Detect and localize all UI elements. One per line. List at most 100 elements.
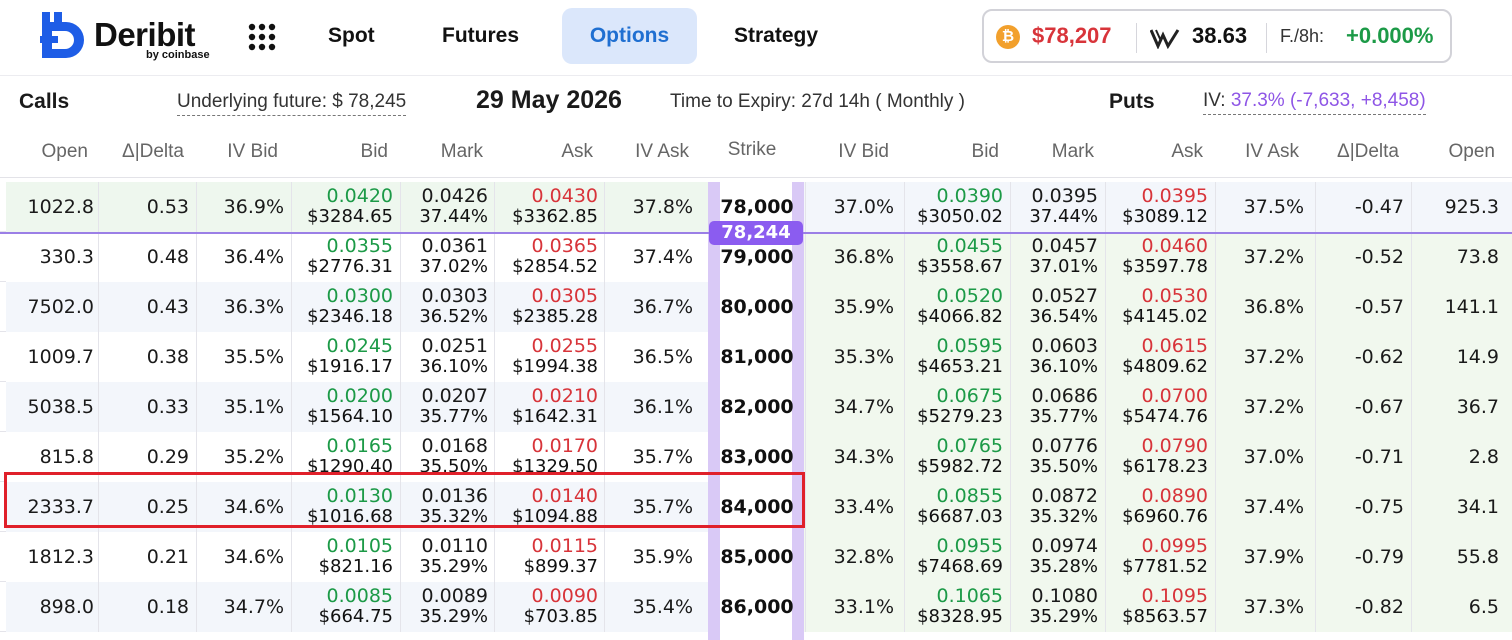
call-bid-cell[interactable]: 0.0105 $821.16 — [293, 532, 393, 582]
call-ask-cell[interactable]: 0.0170 $1329.50 — [498, 432, 598, 482]
put-bid-cell[interactable]: 0.0765 $5982.72 — [903, 432, 1003, 482]
call-bid-cell[interactable]: 0.0355 $2776.31 — [293, 232, 393, 282]
call-mark-iv-value: 35.29% — [419, 606, 488, 627]
call-bid-cell[interactable]: 0.0300 $2346.18 — [293, 282, 393, 332]
strike-price[interactable]: 84,000 — [720, 496, 794, 518]
strike-price[interactable]: 78,000 — [720, 196, 794, 218]
put-mark-cell[interactable]: 0.0457 37.01% — [998, 232, 1098, 282]
col-call-bid[interactable]: Bid — [360, 141, 388, 162]
col-put-bid[interactable]: Bid — [971, 141, 999, 162]
put-ask-cell[interactable]: 0.0530 $4145.02 — [1108, 282, 1208, 332]
call-mark-cell[interactable]: 0.0136 35.32% — [388, 482, 488, 532]
put-mark-cell[interactable]: 0.0872 35.32% — [998, 482, 1098, 532]
call-mark-cell[interactable]: 0.0361 37.02% — [388, 232, 488, 282]
nav-strategy[interactable]: Strategy — [734, 24, 819, 47]
table-row[interactable]: 2333.7 0.25 34.6% 0.0130 $1016.68 0.0136 35.32… — [0, 482, 1512, 532]
put-bid-cell[interactable]: 0.0520 $4066.82 — [903, 282, 1003, 332]
col-put-iv-bid[interactable]: IV Bid — [838, 141, 889, 162]
put-ask-cell[interactable]: 0.0995 $7781.52 — [1108, 532, 1208, 582]
put-mark-cell[interactable]: 0.0776 35.50% — [998, 432, 1098, 482]
put-bid-cell[interactable]: 0.0855 $6687.03 — [903, 482, 1003, 532]
col-put-delta[interactable]: Δ|Delta — [1337, 141, 1399, 162]
put-mark-cell[interactable]: 0.0395 37.44% — [998, 182, 1098, 232]
call-ask-cell[interactable]: 0.0140 $1094.88 — [498, 482, 598, 532]
put-mark-cell[interactable]: 0.0974 35.28% — [998, 532, 1098, 582]
col-put-open[interactable]: Open — [1448, 141, 1495, 162]
calls-heading: Calls — [19, 90, 70, 113]
table-row[interactable]: 815.8 0.29 35.2% 0.0165 $1290.40 0.0168 35.50%… — [0, 432, 1512, 482]
put-mark-cell[interactable]: 0.0686 35.77% — [998, 382, 1098, 432]
put-delta-cell: -0.75 — [1354, 496, 1404, 518]
call-bid-cell[interactable]: 0.0085 $664.75 — [293, 582, 393, 632]
col-call-iv-bid[interactable]: IV Bid — [227, 141, 278, 162]
nav-futures[interactable]: Futures — [442, 24, 520, 47]
col-call-delta[interactable]: Δ|Delta — [122, 141, 184, 162]
nav-spot[interactable]: Spot — [328, 24, 375, 47]
put-ask-cell[interactable]: 0.0395 $3089.12 — [1108, 182, 1208, 232]
call-ask-cell[interactable]: 0.0365 $2854.52 — [498, 232, 598, 282]
table-row[interactable]: 330.3 0.48 36.4% 0.0355 $2776.31 0.0361 37.02%… — [0, 232, 1512, 282]
table-row[interactable]: 7502.0 0.43 36.3% 0.0300 $2346.18 0.0303 36.52… — [0, 282, 1512, 332]
put-bid-cell[interactable]: 0.0390 $3050.02 — [903, 182, 1003, 232]
put-ask-cell[interactable]: 0.0890 $6960.76 — [1108, 482, 1208, 532]
put-ask-cell[interactable]: 0.1095 $8563.57 — [1108, 582, 1208, 632]
atm-iv[interactable]: IV: 37.3% (-7,633, +8,458) — [1203, 90, 1426, 115]
put-ask-cell[interactable]: 0.0460 $3597.78 — [1108, 232, 1208, 282]
col-call-ask[interactable]: Ask — [561, 141, 593, 162]
call-bid-cell[interactable]: 0.0165 $1290.40 — [293, 432, 393, 482]
deribit-logo[interactable]: Deribit by coinbase — [40, 12, 220, 64]
put-bid-cell[interactable]: 0.0595 $4653.21 — [903, 332, 1003, 382]
strike-price[interactable]: 80,000 — [720, 296, 794, 318]
put-mark-cell[interactable]: 0.0527 36.54% — [998, 282, 1098, 332]
col-call-iv-ask[interactable]: IV Ask — [635, 141, 689, 162]
put-bid-usd-value: $5982.72 — [917, 456, 1003, 477]
col-call-open[interactable]: Open — [41, 141, 88, 162]
strike-price[interactable]: 83,000 — [720, 446, 794, 468]
put-ask-cell[interactable]: 0.0615 $4809.62 — [1108, 332, 1208, 382]
col-call-mark[interactable]: Mark — [440, 141, 483, 162]
strike-price[interactable]: 79,000 — [720, 246, 794, 268]
strike-price[interactable]: 86,000 — [720, 596, 794, 618]
call-bid-cell[interactable]: 0.0420 $3284.65 — [293, 182, 393, 232]
nav-options[interactable]: Options — [562, 8, 697, 64]
table-row[interactable]: 898.0 0.18 34.7% 0.0085 $664.75 0.0089 35.29% 0… — [0, 582, 1512, 632]
underlying-future[interactable]: Underlying future: $ 78,245 — [177, 91, 407, 116]
ticker-bar[interactable]: ₿ $78,207 38.63 F./8h: +0.000% — [982, 9, 1452, 63]
table-row[interactable]: 1812.3 0.21 34.6% 0.0105 $821.16 0.0110 35.29%… — [0, 532, 1512, 582]
table-row[interactable]: 1009.7 0.38 35.5% 0.0245 $1916.17 0.0251 36.10… — [0, 332, 1512, 382]
call-ask-cell[interactable]: 0.0430 $3362.85 — [498, 182, 598, 232]
call-ask-cell[interactable]: 0.0210 $1642.31 — [498, 382, 598, 432]
call-mark-cell[interactable]: 0.0303 36.52% — [388, 282, 488, 332]
put-bid-cell[interactable]: 0.0955 $7468.69 — [903, 532, 1003, 582]
put-bid-cell[interactable]: 0.1065 $8328.95 — [903, 582, 1003, 632]
col-put-iv-ask[interactable]: IV Ask — [1245, 141, 1299, 162]
strike-price[interactable]: 85,000 — [720, 546, 794, 568]
call-ask-cell[interactable]: 0.0255 $1994.38 — [498, 332, 598, 382]
table-row[interactable]: 5038.5 0.33 35.1% 0.0200 $1564.10 0.0207 35.77… — [0, 382, 1512, 432]
col-put-mark[interactable]: Mark — [1051, 141, 1094, 162]
call-mark-cell[interactable]: 0.0251 36.10% — [388, 332, 488, 382]
put-ask-cell[interactable]: 0.0700 $5474.76 — [1108, 382, 1208, 432]
call-mark-cell[interactable]: 0.0426 37.44% — [388, 182, 488, 232]
call-bid-cell[interactable]: 0.0130 $1016.68 — [293, 482, 393, 532]
put-ask-cell[interactable]: 0.0790 $6178.23 — [1108, 432, 1208, 482]
strike-price[interactable]: 81,000 — [720, 346, 794, 368]
call-ask-cell[interactable]: 0.0090 $703.85 — [498, 582, 598, 632]
call-mark-cell[interactable]: 0.0089 35.29% — [388, 582, 488, 632]
call-mark-cell[interactable]: 0.0110 35.29% — [388, 532, 488, 582]
call-bid-cell[interactable]: 0.0245 $1916.17 — [293, 332, 393, 382]
call-mark-cell[interactable]: 0.0168 35.50% — [388, 432, 488, 482]
put-bid-cell[interactable]: 0.0675 $5279.23 — [903, 382, 1003, 432]
col-strike[interactable]: Strike — [727, 139, 777, 160]
call-ask-cell[interactable]: 0.0115 $899.37 — [498, 532, 598, 582]
call-bid-cell[interactable]: 0.0200 $1564.10 — [293, 382, 393, 432]
apps-grid-icon[interactable] — [248, 23, 276, 51]
put-bid-cell[interactable]: 0.0455 $3558.67 — [903, 232, 1003, 282]
strike-price[interactable]: 82,000 — [720, 396, 794, 418]
col-put-ask[interactable]: Ask — [1171, 141, 1203, 162]
call-open-cell: 815.8 — [39, 446, 94, 468]
put-mark-cell[interactable]: 0.1080 35.29% — [998, 582, 1098, 632]
call-ask-cell[interactable]: 0.0305 $2385.28 — [498, 282, 598, 332]
put-mark-cell[interactable]: 0.0603 36.10% — [998, 332, 1098, 382]
call-mark-cell[interactable]: 0.0207 35.77% — [388, 382, 488, 432]
